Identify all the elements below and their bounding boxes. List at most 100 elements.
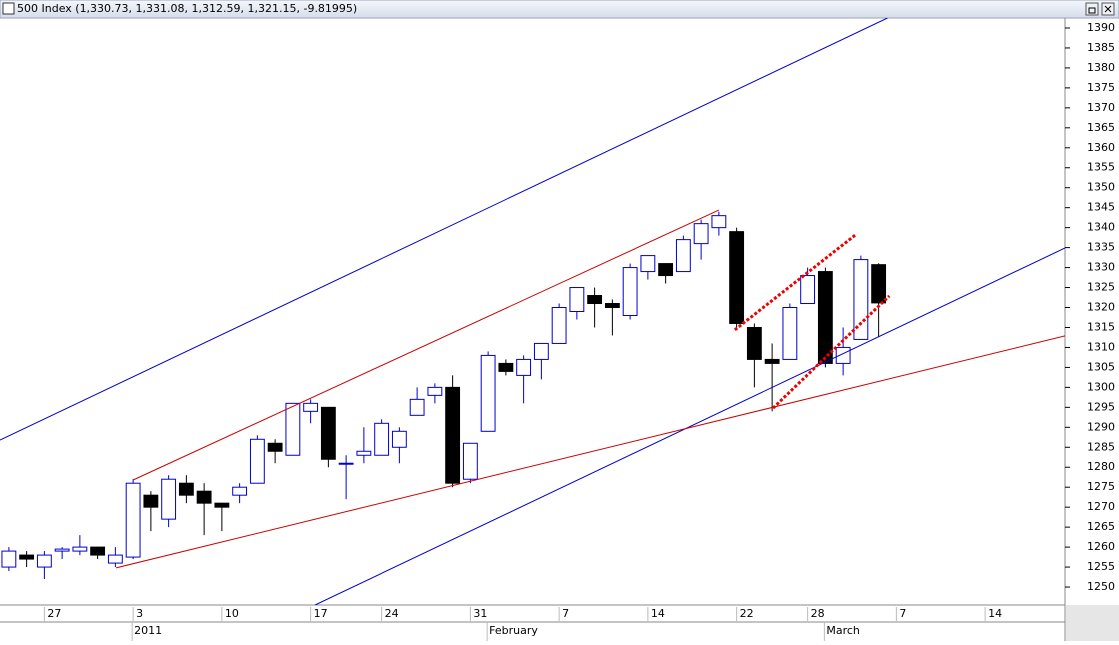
candle-body — [746, 326, 762, 360]
trendline — [771, 294, 891, 410]
candle-body — [267, 442, 283, 452]
x-tick-label: 7 — [899, 607, 906, 620]
trendline — [314, 247, 1065, 605]
candle-body — [622, 267, 638, 316]
y-tick-label: 1295 — [1087, 400, 1115, 413]
candle-body — [161, 478, 177, 520]
candle-body — [178, 482, 194, 496]
candle-body — [871, 264, 887, 304]
candle-body — [516, 358, 532, 376]
corner — [1066, 605, 1119, 641]
y-tick-label: 1265 — [1087, 520, 1115, 533]
candle-body — [72, 546, 88, 552]
candle-body — [285, 402, 301, 456]
candle-body — [107, 554, 123, 564]
candle-body — [800, 275, 816, 305]
window-icon — [2, 2, 15, 15]
y-tick-label: 1390 — [1087, 21, 1115, 34]
y-tick-label: 1320 — [1087, 301, 1115, 314]
candle-body — [604, 303, 620, 309]
candle-body — [90, 546, 106, 556]
trendline — [733, 233, 857, 332]
y-tick-label: 1310 — [1087, 340, 1115, 353]
close-icon — [1104, 5, 1112, 13]
y-tick-label: 1330 — [1087, 261, 1115, 274]
candle-body — [249, 438, 265, 484]
x-tick-label: 3 — [136, 607, 143, 620]
y-tick-label: 1335 — [1087, 241, 1115, 254]
y-tick-label: 1255 — [1087, 560, 1115, 573]
candle-body — [320, 406, 336, 460]
candle-body — [817, 271, 833, 364]
y-tick-label: 1305 — [1087, 360, 1115, 373]
y-tick-label: 1315 — [1087, 320, 1115, 333]
y-tick-label: 1300 — [1087, 380, 1115, 393]
x-tick-label: 22 — [740, 607, 754, 620]
x-tick-label: 14 — [651, 607, 665, 620]
candle-body — [551, 307, 567, 344]
candle-body — [711, 215, 727, 229]
candle-body — [391, 430, 407, 448]
candle-body — [374, 422, 390, 456]
trendline — [132, 209, 720, 481]
candle-body — [196, 490, 212, 504]
candle-body — [409, 398, 425, 416]
candle-body — [498, 362, 514, 372]
plot-area — [0, 18, 1065, 605]
y-tick-label: 1365 — [1087, 121, 1115, 134]
window-title: 500 Index (1,330.73, 1,331.08, 1,312.59,… — [17, 2, 357, 15]
y-tick-label: 1290 — [1087, 420, 1115, 433]
candle-body — [658, 263, 674, 277]
x-tick-label: 14 — [988, 607, 1002, 620]
candle-body — [125, 482, 141, 558]
candle-body — [764, 358, 780, 364]
candle-body — [1, 550, 17, 568]
candle-body — [19, 554, 35, 560]
trendline — [115, 335, 1065, 569]
candle-body — [232, 486, 248, 496]
candle-body — [729, 231, 745, 324]
y-tick-label: 1355 — [1087, 161, 1115, 174]
candle-body — [445, 386, 461, 484]
title-bar — [0, 0, 1119, 19]
x-tick-label: 10 — [225, 607, 239, 620]
x-tick-label: 7 — [562, 607, 569, 620]
y-tick-label: 1285 — [1087, 440, 1115, 453]
y-tick-label: 1375 — [1087, 81, 1115, 94]
x-tick-label: 28 — [811, 607, 825, 620]
candle-body — [427, 386, 443, 396]
candle-body — [36, 554, 52, 568]
y-tick-label: 1350 — [1087, 181, 1115, 194]
candle-body — [675, 239, 691, 273]
y-tick-label: 1340 — [1087, 221, 1115, 234]
candle-body — [462, 442, 478, 480]
x-tick-label: 17 — [314, 607, 328, 620]
candle-body — [338, 462, 354, 465]
candle-body — [143, 494, 159, 508]
candle-body — [693, 223, 709, 245]
y-tick-label: 1345 — [1087, 201, 1115, 214]
candle-body — [782, 307, 798, 360]
x-tick-label: 31 — [473, 607, 487, 620]
y-tick-label: 1250 — [1087, 580, 1115, 593]
candle-body — [533, 342, 549, 360]
y-tick-label: 1385 — [1087, 41, 1115, 54]
candle-body — [587, 295, 603, 305]
x-tick-label: 24 — [385, 607, 399, 620]
restore-icon — [1088, 7, 1096, 14]
trendline — [0, 18, 888, 441]
y-tick-label: 1360 — [1087, 141, 1115, 154]
y-tick-label: 1325 — [1087, 281, 1115, 294]
candle-body — [214, 502, 230, 508]
candle-body — [54, 548, 70, 552]
month-label: 2011 — [134, 624, 162, 637]
y-tick-label: 1275 — [1087, 480, 1115, 493]
candle-body — [303, 402, 319, 412]
y-tick-label: 1380 — [1087, 61, 1115, 74]
candle-body — [356, 450, 372, 456]
candle-body — [640, 255, 656, 273]
y-tick-label: 1280 — [1087, 460, 1115, 473]
x-tick-label: 27 — [47, 607, 61, 620]
y-tick-label: 1270 — [1087, 500, 1115, 513]
